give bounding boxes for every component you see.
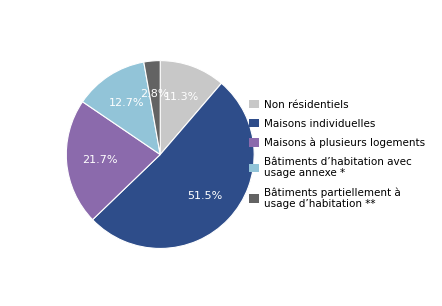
Text: 11.3%: 11.3% xyxy=(164,92,199,102)
Text: 21.7%: 21.7% xyxy=(82,155,117,165)
Text: 2.8%: 2.8% xyxy=(141,89,169,99)
Wedge shape xyxy=(66,102,160,220)
Text: 12.7%: 12.7% xyxy=(109,98,145,108)
Text: 51.5%: 51.5% xyxy=(187,192,222,201)
Wedge shape xyxy=(160,61,221,155)
Wedge shape xyxy=(83,62,160,155)
Wedge shape xyxy=(92,83,254,248)
Legend: Non résidentiels, Maisons individuelles, Maisons à plusieurs logements, Bâtiment: Non résidentiels, Maisons individuelles,… xyxy=(249,100,426,209)
Wedge shape xyxy=(144,61,160,155)
